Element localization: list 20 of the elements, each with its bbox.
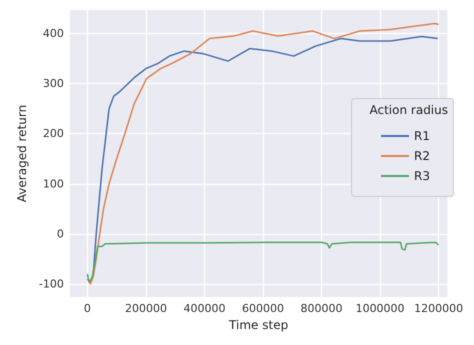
y-tick-label: 200 <box>42 127 64 140</box>
x-tick-label: 400000 <box>183 302 226 315</box>
legend-label: R1 <box>414 129 430 143</box>
x-tick-label: 1000000 <box>356 302 405 315</box>
legend-title: Action radius <box>370 103 448 117</box>
legend-label: R3 <box>414 169 430 183</box>
y-axis-title: Averaged return <box>15 104 29 202</box>
y-tick-label: -100 <box>38 277 64 290</box>
y-tick-label: 100 <box>42 177 64 190</box>
y-tick-label: 0 <box>56 227 64 240</box>
x-tick-label: 200000 <box>124 302 167 315</box>
line-series <box>86 242 440 282</box>
y-tick-label: 400 <box>42 27 64 40</box>
x-tick-label: 800000 <box>300 302 343 315</box>
x-axis-title: Time step <box>228 318 288 332</box>
x-tick-label: 0 <box>84 302 91 315</box>
y-tick-label: 300 <box>42 77 64 90</box>
x-tick-label: 600000 <box>242 302 284 315</box>
x-tick-label: 1200000 <box>414 302 464 315</box>
legend-label: R2 <box>414 149 430 163</box>
